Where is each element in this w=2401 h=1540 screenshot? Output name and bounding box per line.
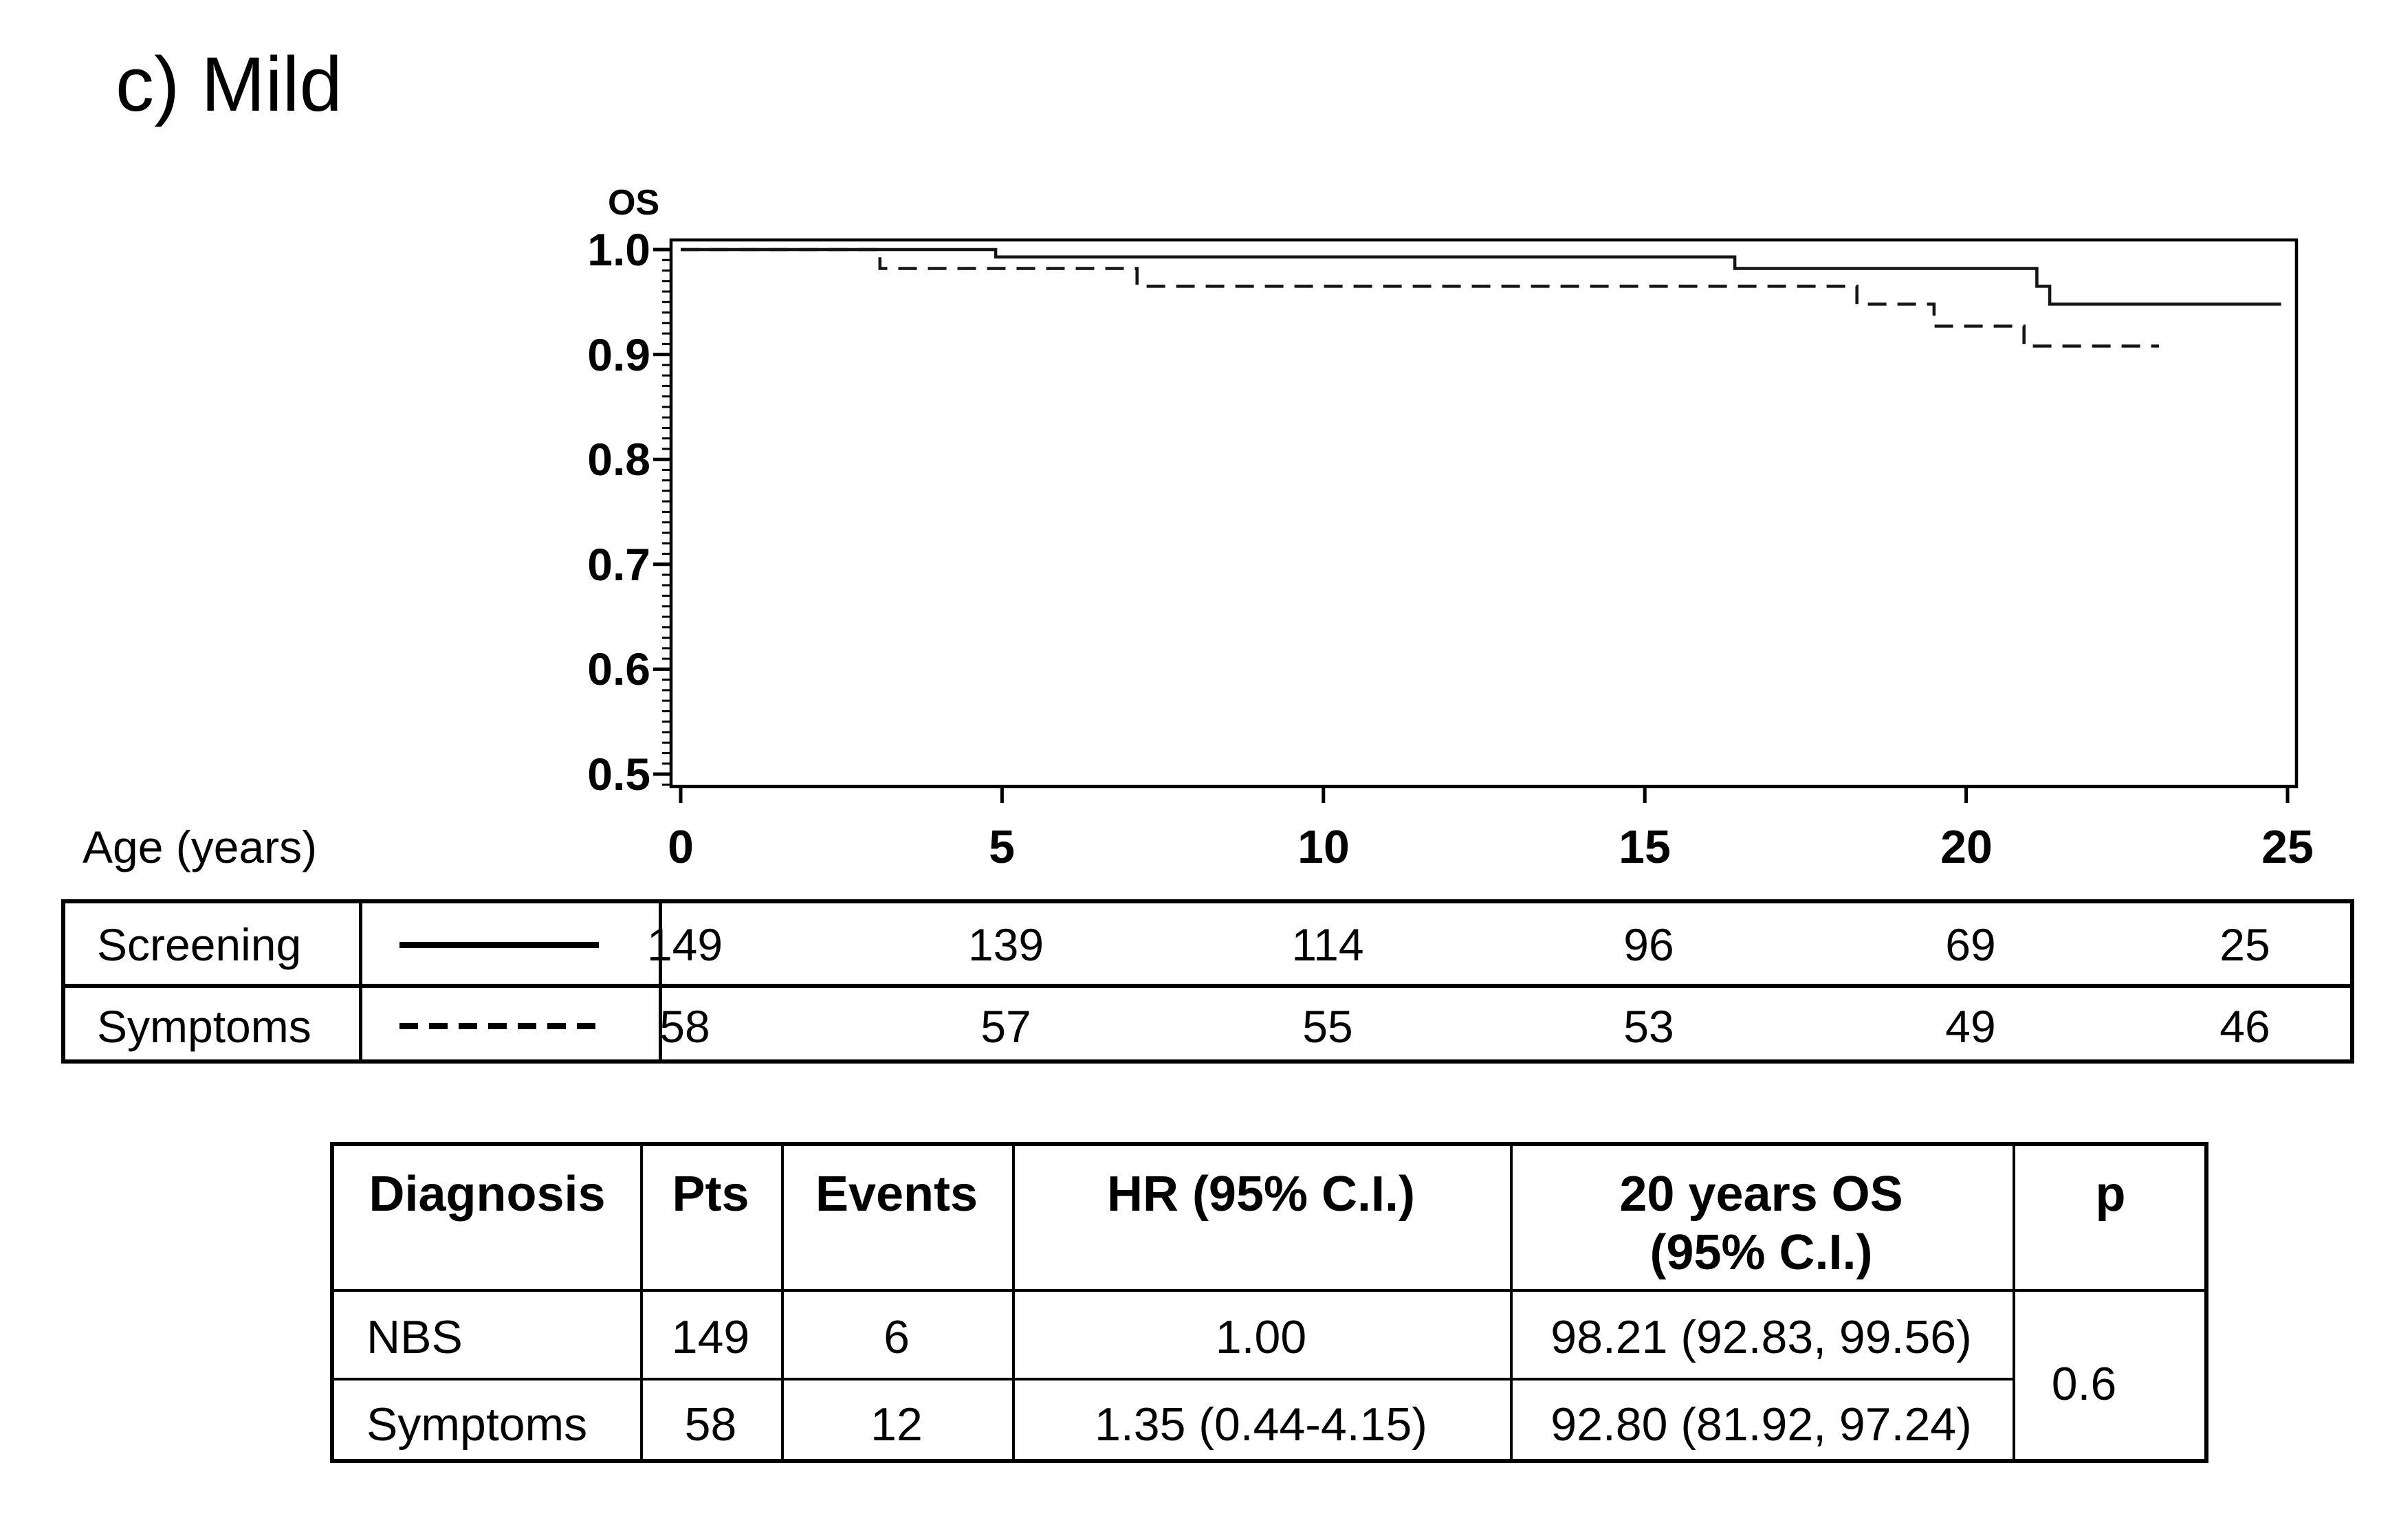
stats-cell-hr-nbs: 1.00 <box>1215 1311 1307 1363</box>
stats-header-pts: Pts <box>672 1167 749 1222</box>
risk-row-label-screening: Screening <box>97 919 302 970</box>
stats-divider-hr-os <box>1510 1146 1513 1459</box>
stats-cell-pts-nbs: 149 <box>671 1311 750 1363</box>
risk-count: 49 <box>1945 1001 1996 1052</box>
x-tick-label-0: 0 <box>668 821 694 873</box>
y-tick-label-0.8: 0.8 <box>587 434 650 485</box>
risk-count: 96 <box>1623 919 1674 970</box>
stats-cell-diagnosis-nbs: NBS <box>366 1311 463 1363</box>
stats-header-os-line1: 20 years OS <box>1619 1167 1903 1222</box>
stats-cell-diagnosis-symptoms: Symptoms <box>366 1398 588 1451</box>
stats-header-diagnosis: Diagnosis <box>369 1167 606 1222</box>
risk-count: 69 <box>1945 919 1996 970</box>
legend-dashed-line-icon <box>399 1023 599 1029</box>
x-tick-label-10: 10 <box>1297 821 1350 873</box>
axis-ticks <box>653 248 2290 803</box>
risk-table-divider-1 <box>359 903 362 1059</box>
stats-divider-pts-events <box>781 1146 784 1459</box>
stats-divider-diagnosis-pts <box>640 1146 643 1459</box>
risk-count: 58 <box>659 1001 710 1052</box>
screening-curve <box>681 248 2281 306</box>
x-tick-label-25: 25 <box>2261 821 2314 873</box>
y-axis-title-os: OS <box>608 183 660 223</box>
y-tick-label-0.7: 0.7 <box>587 539 650 590</box>
y-tick-label-0.6: 0.6 <box>587 644 650 694</box>
stats-header-events: Events <box>815 1167 978 1222</box>
stats-cell-events-symptoms: 12 <box>870 1398 923 1451</box>
stats-cell-os-nbs: 98.21 (92.83, 99.56) <box>1550 1311 1972 1363</box>
km-plot <box>653 238 2299 803</box>
risk-count: 149 <box>646 919 723 970</box>
risk-count: 46 <box>2219 1001 2270 1052</box>
risk-count: 57 <box>980 1001 1031 1052</box>
stats-header-divider <box>334 1289 2204 1292</box>
risk-table-divider-2 <box>659 903 662 1059</box>
risk-row-label-symptoms: Symptoms <box>97 1001 311 1052</box>
stats-cell-events-nbs: 6 <box>884 1311 910 1363</box>
figure-title: c) Mild <box>116 41 342 127</box>
risk-count: 139 <box>967 919 1044 970</box>
risk-count: 25 <box>2219 919 2270 970</box>
stats-header-os-line2: (95% C.I.) <box>1649 1225 1873 1280</box>
risk-table-row-divider <box>65 984 2350 988</box>
risk-count: 55 <box>1302 1001 1353 1052</box>
stats-cell-os-symptoms: 92.80 (81.92, 97.24) <box>1550 1398 1972 1451</box>
stats-row-divider <box>334 1378 2013 1380</box>
stats-table: Diagnosis Pts Events HR (95% C.I.) 20 ye… <box>330 1142 2208 1463</box>
x-tick-label-5: 5 <box>989 821 1015 873</box>
symptoms-curve <box>681 248 2159 348</box>
y-tick-label-0.9: 0.9 <box>587 329 650 380</box>
stats-cell-hr-symptoms: 1.35 (0.44-4.15) <box>1095 1398 1427 1451</box>
x-axis-title-age: Age (years) <box>83 822 318 872</box>
plot-frame <box>669 238 2299 789</box>
stats-divider-events-hr <box>1012 1146 1015 1459</box>
risk-table: Screening Symptoms 149 139 114 96 69 25 … <box>61 899 2354 1064</box>
risk-count: 114 <box>1291 919 1364 970</box>
stats-header-hr: HR (95% C.I.) <box>1106 1167 1416 1222</box>
x-tick-label-15: 15 <box>1619 821 1671 873</box>
legend-solid-line-icon <box>399 942 599 948</box>
stats-cell-pts-symptoms: 58 <box>684 1398 737 1451</box>
x-tick-label-20: 20 <box>1940 821 1993 873</box>
y-tick-label-0.5: 0.5 <box>587 749 650 800</box>
stats-cell-p-value: 0.6 <box>2051 1358 2117 1410</box>
stats-header-p: p <box>2095 1167 2126 1222</box>
y-tick-label-1.0: 1.0 <box>587 224 650 275</box>
risk-count: 53 <box>1623 1001 1674 1052</box>
stats-divider-os-p <box>2013 1146 2015 1459</box>
